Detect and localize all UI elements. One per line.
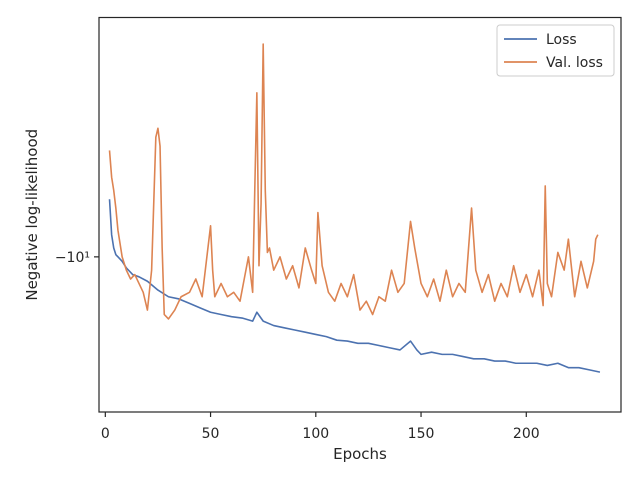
legend-label-loss: Loss <box>546 32 577 48</box>
series-line-val-loss <box>108 43 599 320</box>
legend-box <box>496 24 615 77</box>
x-axis: 0 50 100 150 200 <box>101 412 540 442</box>
axes-frame <box>98 16 622 413</box>
plot-lines <box>108 43 601 373</box>
x-tick-label: 200 <box>513 426 540 442</box>
series-line-loss <box>108 199 601 373</box>
x-tick-label: 50 <box>202 426 220 442</box>
x-axis-label: Epochs <box>333 445 387 463</box>
x-tick-label: 150 <box>408 426 435 442</box>
y-axis-label: Negative log-likelihood <box>23 129 41 301</box>
legend: Loss Val. loss <box>496 24 615 77</box>
y-tick-label: −10¹ <box>55 250 90 266</box>
y-axis: −10¹ <box>55 250 99 266</box>
x-tick-label: 100 <box>302 426 329 442</box>
legend-label-val-loss: Val. loss <box>546 55 603 71</box>
x-tick-label: 0 <box>101 426 110 442</box>
